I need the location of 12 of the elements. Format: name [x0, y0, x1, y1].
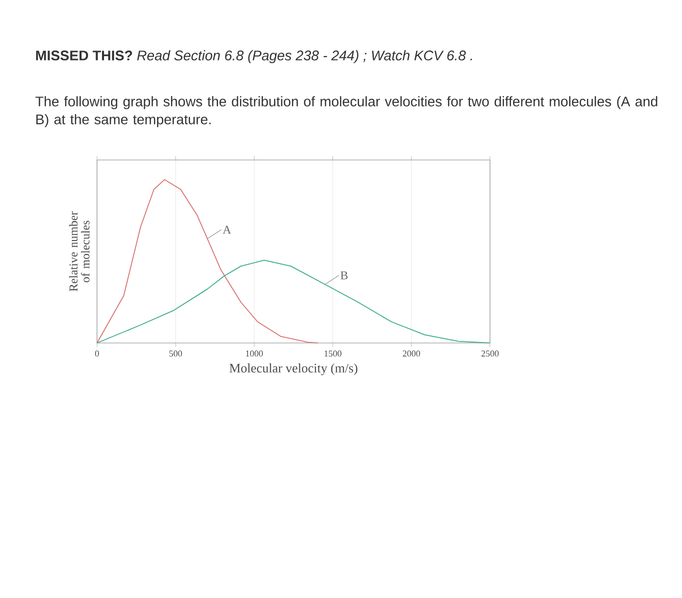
x-tick-label: 1500 [324, 350, 342, 357]
x-tick-label: 2000 [402, 350, 420, 357]
chart-title: MISSED THIS? Read Section 6.8 (Pages 238 - 244) ; Watch KCV 6.8 . [36, 50, 472, 64]
x-tick-label: 500 [169, 350, 182, 357]
series-label: A [222, 226, 232, 234]
y-axis-title: Relative number of molecules [69, 211, 90, 292]
x-axis-title: Molecular velocity (m/s) [230, 363, 358, 376]
x-tick-label: 0 [95, 350, 99, 357]
x-tick-label: 1000 [246, 350, 263, 357]
series-label: B [340, 271, 348, 280]
x-tick-label: 2500 [481, 350, 499, 357]
chart-subtitle: The following graph shows the distribution of molecular velocities for two different molecules (A and B) at the same temperature. [36, 96, 658, 128]
